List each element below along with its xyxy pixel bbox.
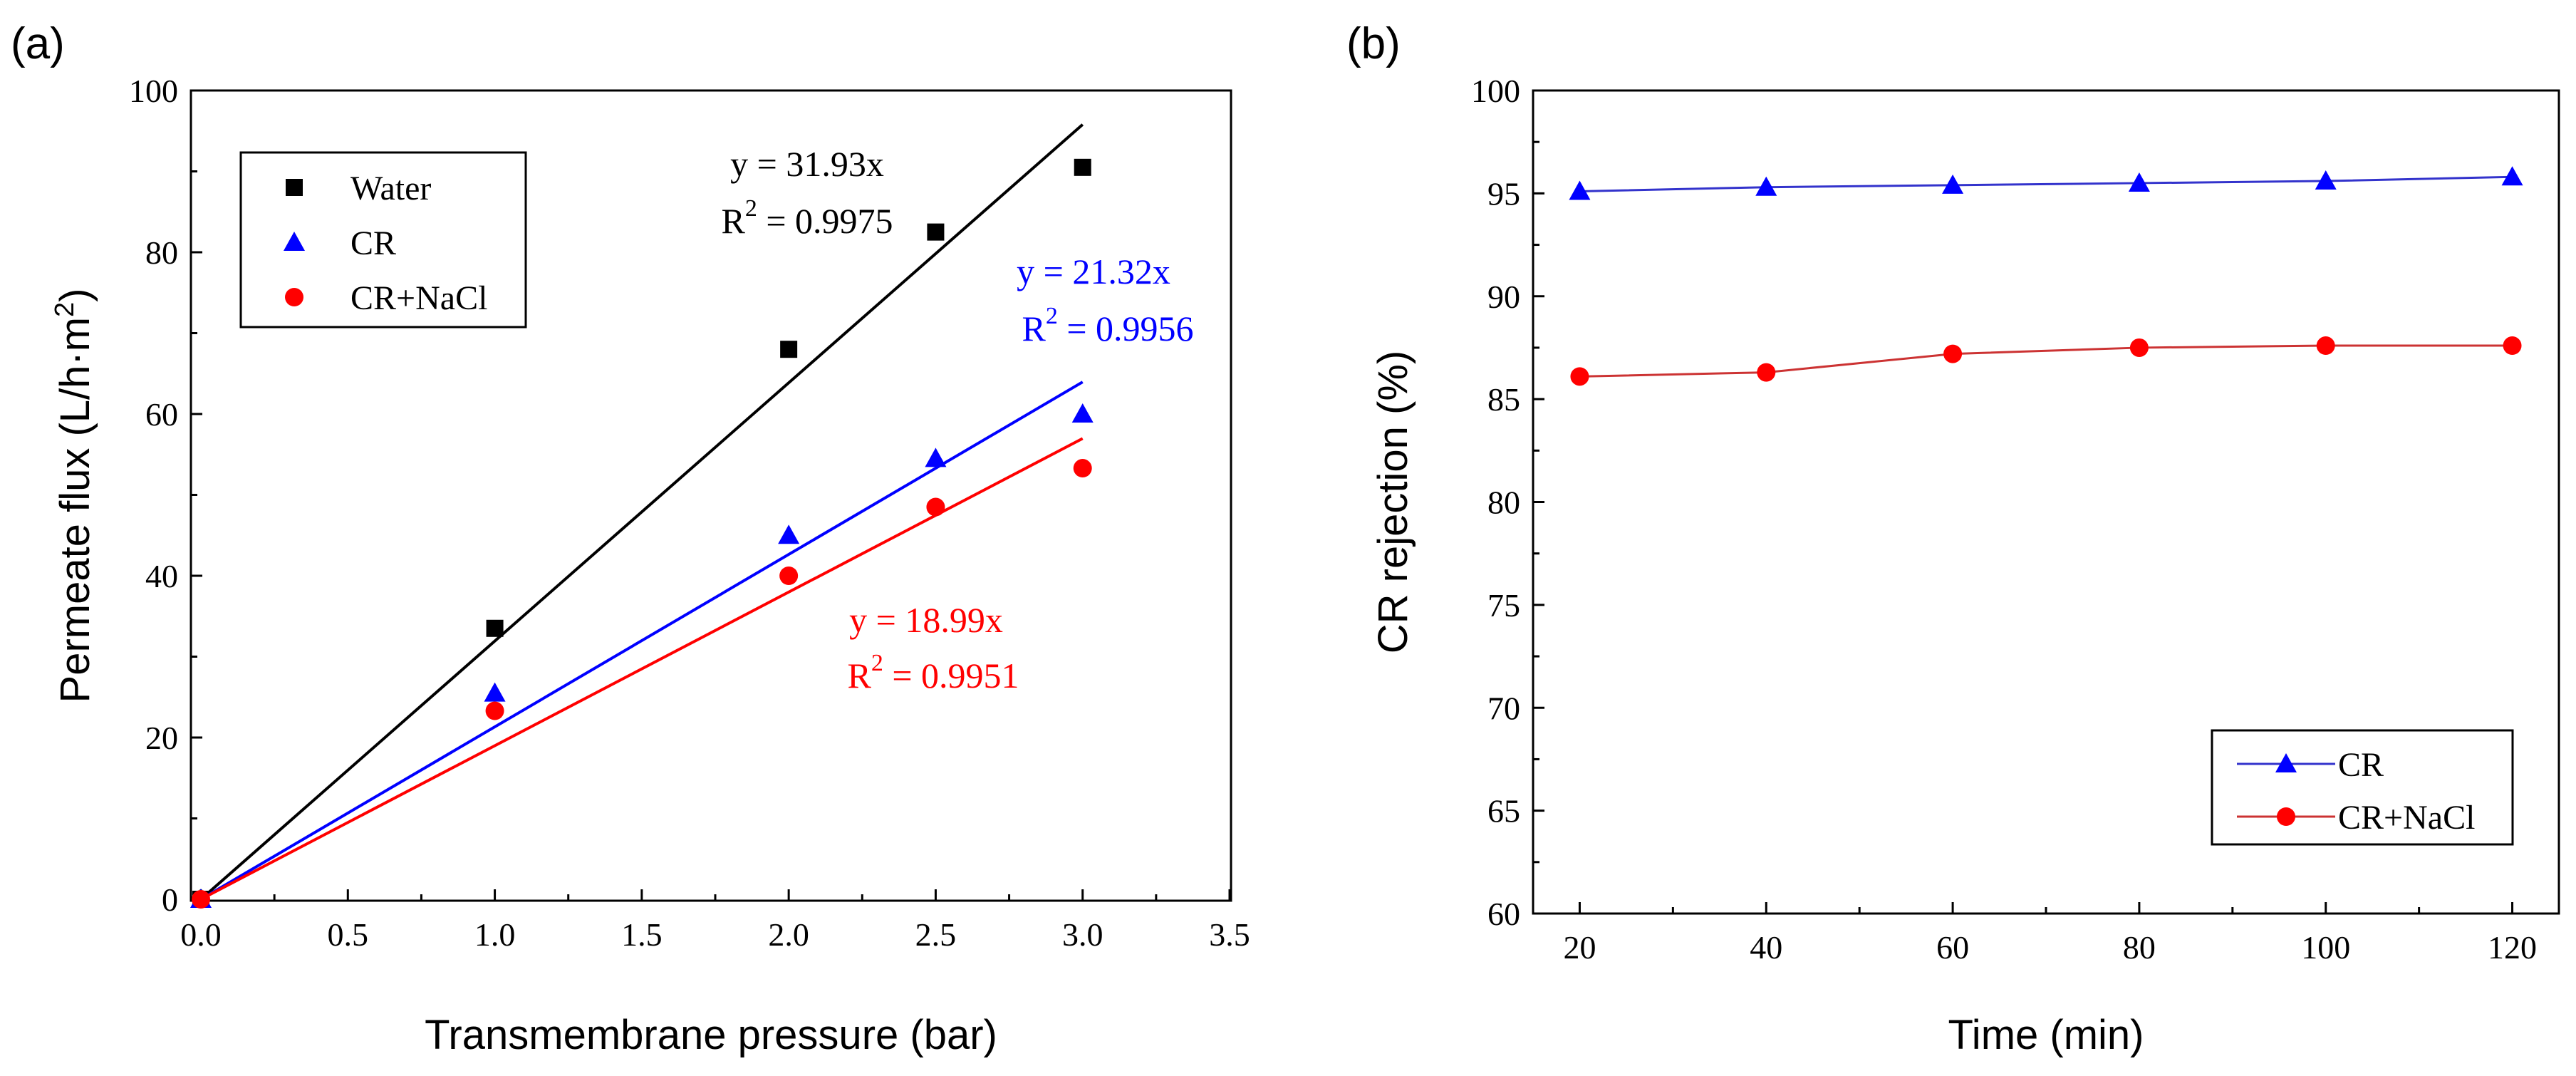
chart-a-point-crnacl [926,497,945,517]
chart-b-line-cr [1579,175,2513,192]
chart-b-ytick-label: 75 [1487,587,1520,624]
chart-a-legend: Water CR CR+NaCl [239,151,527,329]
chart-a-point-cr [484,682,506,702]
chart-a-r2-water: R2 = 0.9975 [721,195,893,241]
chart-a-xtick-label: 2.0 [768,916,809,953]
chart-a-xtick-label: 3.5 [1209,916,1250,953]
chart-b-point-cr [1942,174,1964,194]
r2-value: = 0.9951 [883,656,1019,695]
chart-a-point-crnacl [192,890,210,909]
r2-prefix: R [1022,309,1046,348]
chart-a-legend-label-crnacl: CR+NaCl [350,279,487,317]
r2-prefix: R [847,656,871,695]
chart-a-point-cr [1071,403,1094,423]
chart-a-ytick-label: 20 [145,720,178,756]
chart-b-legend-marker-crnacl [2277,807,2295,826]
chart-a-point-water [780,341,798,358]
chart-a-ytick-label: 0 [162,881,178,918]
chart-b-xtick-label: 60 [1936,929,1969,966]
chart-b-ytick-label: 65 [1487,793,1520,829]
chart-a-xtick-label: 1.5 [621,916,663,953]
chart-b-ytick-label: 70 [1487,690,1520,726]
chart-a-point-water [927,223,945,241]
chart-a-permeate-flux: 0.0 0.5 1.0 1.5 2.0 2.5 3.0 3.5 0 20 40 60 80 100 Tran… [50,73,1250,1058]
chart-a-r2-crnacl: R2 = 0.9951 [847,650,1019,695]
chart-b-point-crnacl [1943,344,1963,363]
chart-b-xtick-label: 40 [1750,929,1782,966]
r2-value: = 0.9975 [757,201,893,241]
chart-a-legend-label-water: Water [350,170,431,207]
chart-b-point-crnacl [2316,336,2335,356]
chart-b-ytick-label: 90 [1487,279,1520,315]
chart-a-ylabel-close: ) [52,289,98,302]
chart-a-fit-line-cr [199,381,1084,901]
chart-a-xtick-label: 3.0 [1062,916,1103,953]
chart-a-xlabel: Transmembrane pressure (bar) [425,1012,997,1058]
chart-a-xtick-label: 1.0 [474,916,516,953]
chart-a-ytick-label: 40 [145,558,178,594]
chart-a-xtick-label: 0.0 [180,916,222,953]
panel-a-label: (a) [11,19,65,68]
chart-a-ytick-label: 100 [129,73,178,109]
chart-b-point-crnacl [2503,336,2522,356]
chart-a-xtick-label: 0.5 [328,916,369,953]
chart-b-ytick-label: 80 [1487,485,1520,521]
chart-a-fit-equation-water: y = 31.93x [730,144,884,184]
chart-a-legend-marker-crnacl [285,288,303,306]
chart-a-ylabel-main: Permeate flux (L/h·m [52,317,98,703]
chart-a-r2-cr: R2 = 0.9956 [1022,303,1193,348]
chart-b-xtick-label: 100 [2301,929,2350,966]
chart-a-point-water [1074,158,1091,176]
chart-b-point-cr [1755,176,1777,196]
chart-b-point-crnacl [1757,363,1776,382]
chart-a-fit-equation-crnacl: y = 18.99x [849,600,1003,640]
chart-b-xtick-label: 80 [2123,929,2156,966]
chart-b-ytick-label: 85 [1487,381,1520,418]
chart-a-ytick-label: 80 [145,234,178,271]
chart-a-point-water [486,619,504,637]
panel-b-label: (b) [1346,19,1401,68]
chart-b-xlabel: Time (min) [1948,1012,2144,1058]
chart-a-ytick-label: 60 [145,396,178,433]
r2-superscript: 2 [871,650,883,676]
chart-b-ylabel: CR rejection (%) [1370,351,1416,653]
chart-b-ytick-label: 100 [1471,73,1520,109]
chart-b-legend-box [2211,729,2514,846]
chart-b-point-cr [2315,170,2337,190]
chart-a-legend-marker-water [286,179,303,196]
chart-b-point-crnacl [2129,338,2149,357]
r2-superscript: 2 [1046,303,1058,329]
chart-a-ylabel: Permeate flux (L/h·m2) [50,289,98,703]
r2-superscript: 2 [745,195,757,222]
chart-b-line-crnacl [1579,344,2513,378]
chart-b-xtick-label: 20 [1563,929,1596,966]
chart-a-point-crnacl [485,701,504,720]
chart-b-xtick-label: 120 [2488,929,2537,966]
r2-prefix: R [721,201,745,241]
chart-a-point-crnacl [779,567,799,585]
chart-b-legend-label-cr: CR [2338,746,2384,784]
chart-a-ylabel-sup: 2 [50,302,80,317]
chart-a-xtick-label: 2.5 [915,916,957,953]
chart-b-legend-label-crnacl: CR+NaCl [2338,799,2475,837]
chart-a-legend-marker-cr [284,232,305,251]
chart-a-fit-line-water [199,123,1084,901]
chart-b-point-crnacl [1570,367,1589,386]
chart-a-point-cr [925,448,947,467]
chart-a-point-crnacl [1073,459,1092,478]
chart-b-point-cr [2128,172,2150,192]
chart-a-legend-label-cr: CR [350,224,396,262]
chart-a-fit-equation-cr: y = 21.32x [1017,252,1170,291]
r2-value: = 0.9956 [1058,309,1194,348]
chart-b-cr-rejection: 20 40 60 80 100 120 60 65 70 75 80 85 90 95 100 Time (m… [1370,73,2560,1058]
chart-b-ytick-label: 60 [1487,896,1520,932]
chart-b-legend-marker-cr [2275,753,2297,772]
chart-a-point-cr [778,524,800,544]
chart-b-legend: CR CR+NaCl [2211,729,2514,846]
chart-b-point-cr [2501,166,2523,186]
chart-b-ytick-label: 95 [1487,175,1520,212]
chart-b-point-cr [1569,180,1591,200]
